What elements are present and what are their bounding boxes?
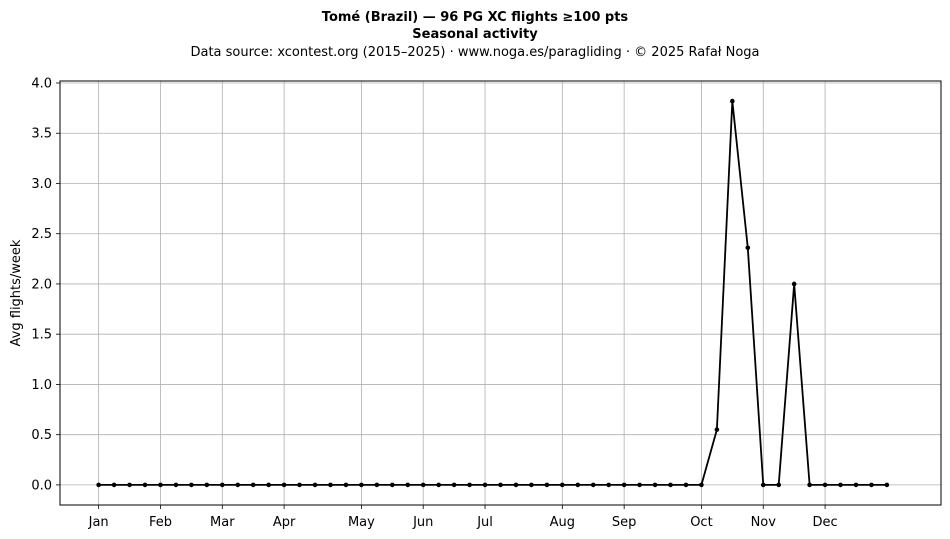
data-point — [745, 245, 751, 251]
data-point — [714, 427, 720, 432]
data-point — [235, 482, 241, 488]
data-point — [822, 482, 828, 488]
data-point — [668, 482, 673, 488]
data-point — [621, 482, 627, 488]
data-point — [730, 98, 735, 104]
x-tick-label: Aug — [550, 515, 575, 530]
x-tick-label: Dec — [813, 515, 838, 530]
x-tick-label: Mar — [210, 515, 235, 530]
y-tick-label: 1.5 — [31, 328, 52, 343]
y-tick-label: 3.5 — [31, 127, 52, 142]
data-point — [189, 482, 194, 488]
data-point — [637, 482, 642, 488]
data-point — [838, 482, 843, 488]
y-tick-label: 0.0 — [31, 478, 52, 493]
data-point — [204, 482, 210, 488]
series-group — [96, 98, 890, 488]
data-point — [250, 482, 256, 488]
data-point — [853, 482, 859, 488]
x-tick-label: Sep — [612, 515, 637, 530]
data-point — [374, 482, 380, 488]
data-point — [127, 482, 132, 488]
data-point — [158, 482, 163, 488]
data-point — [390, 482, 395, 488]
data-point — [281, 482, 287, 488]
series-line — [98, 100, 887, 486]
data-point — [312, 482, 318, 488]
plot-area — [60, 81, 941, 505]
x-tick-label: Feb — [149, 515, 172, 530]
x-tick-label: Jun — [412, 515, 433, 530]
data-point — [760, 482, 766, 488]
data-point — [405, 482, 411, 488]
data-point — [328, 482, 333, 488]
y-tick-label: 0.5 — [31, 428, 52, 443]
plot-frame — [59, 80, 942, 506]
data-point — [96, 482, 101, 488]
y-tick-label: 2.5 — [31, 227, 52, 242]
data-point — [219, 482, 225, 488]
y-tick-label: 3.0 — [31, 177, 52, 192]
data-point — [699, 482, 704, 488]
chart-title: Tomé (Brazil) — 96 PG XC flights ≥100 pt… — [322, 10, 629, 25]
data-point — [575, 482, 581, 488]
x-tick-label: Jul — [476, 515, 493, 530]
data-point — [513, 482, 519, 488]
data-point — [142, 482, 148, 488]
y-tick-label: 1.0 — [31, 378, 52, 393]
data-point — [343, 482, 349, 488]
data-point — [791, 281, 797, 287]
data-point — [590, 482, 596, 488]
data-point — [869, 482, 874, 488]
data-point — [266, 482, 271, 488]
data-point — [652, 482, 658, 488]
data-point — [467, 482, 472, 488]
data-point — [359, 482, 364, 488]
chart-source-line: Data source: xcontest.org (2015–2025) · … — [190, 45, 759, 60]
y-tick-label: 2.0 — [31, 277, 52, 292]
data-point — [807, 482, 812, 488]
data-point — [776, 482, 782, 488]
axis-ticks: Jan Feb Mar Apr May Jun Jul Aug Sep Oct Nov Dec 0.0 0… — [31, 77, 837, 530]
data-point — [498, 482, 503, 488]
data-point — [529, 482, 534, 488]
data-point — [884, 482, 890, 488]
x-tick-label: Oct — [690, 515, 712, 530]
y-axis-label: Avg flights/week — [9, 239, 24, 346]
data-point — [482, 482, 488, 488]
y-tick-label: 4.0 — [31, 77, 52, 92]
x-tick-label: Jan — [88, 515, 109, 530]
data-point — [297, 482, 302, 488]
chart-subtitle: Seasonal activity — [412, 27, 538, 42]
data-point — [451, 482, 457, 488]
data-point — [544, 482, 550, 488]
data-point — [173, 482, 179, 488]
x-tick-label: May — [348, 515, 375, 530]
data-point — [606, 482, 611, 488]
data-point — [111, 482, 117, 488]
x-tick-label: Apr — [273, 515, 296, 530]
data-point — [683, 482, 689, 488]
x-tick-label: Nov — [751, 515, 777, 530]
data-point — [436, 482, 441, 488]
data-point — [420, 482, 426, 488]
data-point — [560, 482, 565, 488]
